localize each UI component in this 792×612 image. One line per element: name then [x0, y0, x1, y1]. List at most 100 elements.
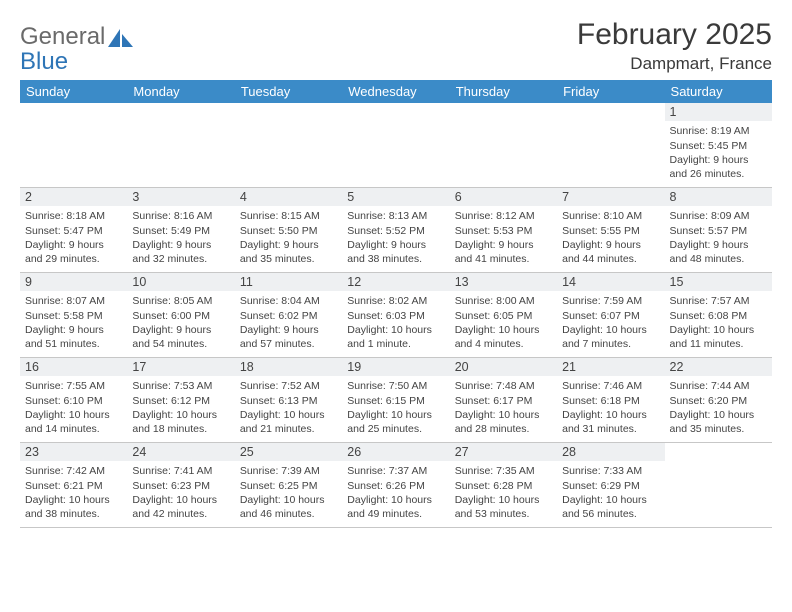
detail-line: Sunrise: 7:52 AM: [240, 379, 337, 393]
detail-line: Daylight: 9 hours: [25, 238, 122, 252]
detail-line: and 49 minutes.: [347, 507, 444, 521]
day-header-thu: Thursday: [450, 80, 557, 103]
detail-line: Sunrise: 7:35 AM: [455, 464, 552, 478]
day-number: 26: [342, 443, 449, 461]
day-cell: 10Sunrise: 8:05 AMSunset: 6:00 PMDayligh…: [127, 273, 234, 357]
day-details: Sunrise: 8:09 AMSunset: 5:57 PMDaylight:…: [665, 206, 772, 270]
detail-line: Daylight: 9 hours: [670, 238, 767, 252]
day-number: 6: [450, 188, 557, 206]
day-cell: 16Sunrise: 7:55 AMSunset: 6:10 PMDayligh…: [20, 358, 127, 442]
day-number: 5: [342, 188, 449, 206]
day-cell: [235, 103, 342, 187]
detail-line: Sunrise: 8:05 AM: [132, 294, 229, 308]
detail-line: Daylight: 10 hours: [25, 493, 122, 507]
week-row: 16Sunrise: 7:55 AMSunset: 6:10 PMDayligh…: [20, 358, 772, 443]
detail-line: Daylight: 10 hours: [455, 323, 552, 337]
day-cell: 28Sunrise: 7:33 AMSunset: 6:29 PMDayligh…: [557, 443, 664, 527]
day-cell: [127, 103, 234, 187]
day-cell: 6Sunrise: 8:12 AMSunset: 5:53 PMDaylight…: [450, 188, 557, 272]
detail-line: Daylight: 9 hours: [347, 238, 444, 252]
detail-line: Sunrise: 7:57 AM: [670, 294, 767, 308]
day-details: Sunrise: 8:12 AMSunset: 5:53 PMDaylight:…: [450, 206, 557, 270]
day-details: Sunrise: 7:42 AMSunset: 6:21 PMDaylight:…: [20, 461, 127, 525]
detail-line: Sunset: 5:50 PM: [240, 224, 337, 238]
detail-line: Sunset: 6:15 PM: [347, 394, 444, 408]
detail-line: Sunset: 5:49 PM: [132, 224, 229, 238]
detail-line: Sunset: 6:23 PM: [132, 479, 229, 493]
detail-line: Sunrise: 7:53 AM: [132, 379, 229, 393]
logo-line2: Blue: [20, 48, 68, 75]
day-cell: 14Sunrise: 7:59 AMSunset: 6:07 PMDayligh…: [557, 273, 664, 357]
location: Dampmart, France: [577, 54, 772, 74]
day-number: 21: [557, 358, 664, 376]
detail-line: Sunset: 6:05 PM: [455, 309, 552, 323]
detail-line: Sunset: 6:12 PM: [132, 394, 229, 408]
day-cell: 1Sunrise: 8:19 AMSunset: 5:45 PMDaylight…: [665, 103, 772, 187]
day-number: 9: [20, 273, 127, 291]
detail-line: Sunrise: 7:37 AM: [347, 464, 444, 478]
day-details: Sunrise: 8:10 AMSunset: 5:55 PMDaylight:…: [557, 206, 664, 270]
detail-line: Daylight: 10 hours: [562, 408, 659, 422]
title-block: February 2025 Dampmart, France: [577, 18, 772, 74]
detail-line: Sunset: 6:18 PM: [562, 394, 659, 408]
detail-line: and 42 minutes.: [132, 507, 229, 521]
calendar: Sunday Monday Tuesday Wednesday Thursday…: [20, 80, 772, 528]
detail-line: and 31 minutes.: [562, 422, 659, 436]
header: General Blue February 2025 Dampmart, Fra…: [20, 18, 772, 74]
day-number: 15: [665, 273, 772, 291]
day-details: Sunrise: 7:59 AMSunset: 6:07 PMDaylight:…: [557, 291, 664, 355]
detail-line: Sunrise: 7:50 AM: [347, 379, 444, 393]
detail-line: Sunrise: 7:42 AM: [25, 464, 122, 478]
day-cell: [557, 103, 664, 187]
detail-line: Sunrise: 7:48 AM: [455, 379, 552, 393]
detail-line: and 53 minutes.: [455, 507, 552, 521]
detail-line: Sunrise: 7:55 AM: [25, 379, 122, 393]
detail-line: Daylight: 10 hours: [25, 408, 122, 422]
detail-line: and 38 minutes.: [347, 252, 444, 266]
detail-line: Daylight: 9 hours: [455, 238, 552, 252]
detail-line: Sunset: 6:28 PM: [455, 479, 552, 493]
detail-line: and 25 minutes.: [347, 422, 444, 436]
detail-line: Sunset: 6:00 PM: [132, 309, 229, 323]
day-cell: 5Sunrise: 8:13 AMSunset: 5:52 PMDaylight…: [342, 188, 449, 272]
day-cell: [450, 103, 557, 187]
day-cell: 23Sunrise: 7:42 AMSunset: 6:21 PMDayligh…: [20, 443, 127, 527]
day-details: Sunrise: 7:35 AMSunset: 6:28 PMDaylight:…: [450, 461, 557, 525]
detail-line: Daylight: 9 hours: [240, 323, 337, 337]
detail-line: Sunrise: 8:10 AM: [562, 209, 659, 223]
detail-line: Daylight: 10 hours: [347, 323, 444, 337]
day-cell: 19Sunrise: 7:50 AMSunset: 6:15 PMDayligh…: [342, 358, 449, 442]
detail-line: Sunset: 6:17 PM: [455, 394, 552, 408]
day-cell: 7Sunrise: 8:10 AMSunset: 5:55 PMDaylight…: [557, 188, 664, 272]
day-number: 1: [665, 103, 772, 121]
detail-line: and 48 minutes.: [670, 252, 767, 266]
day-number: 18: [235, 358, 342, 376]
detail-line: Daylight: 10 hours: [455, 408, 552, 422]
logo: General Blue: [20, 18, 135, 74]
detail-line: and 46 minutes.: [240, 507, 337, 521]
day-details: Sunrise: 8:05 AMSunset: 6:00 PMDaylight:…: [127, 291, 234, 355]
detail-line: Sunrise: 7:41 AM: [132, 464, 229, 478]
day-number: 19: [342, 358, 449, 376]
detail-line: Sunset: 6:10 PM: [25, 394, 122, 408]
day-details: Sunrise: 7:53 AMSunset: 6:12 PMDaylight:…: [127, 376, 234, 440]
detail-line: Sunrise: 7:44 AM: [670, 379, 767, 393]
day-number: 22: [665, 358, 772, 376]
day-number: 2: [20, 188, 127, 206]
detail-line: Sunset: 5:55 PM: [562, 224, 659, 238]
day-header-row: Sunday Monday Tuesday Wednesday Thursday…: [20, 80, 772, 103]
day-cell: [665, 443, 772, 527]
day-header-mon: Monday: [127, 80, 234, 103]
detail-line: and 11 minutes.: [670, 337, 767, 351]
detail-line: Daylight: 10 hours: [132, 493, 229, 507]
detail-line: Daylight: 9 hours: [562, 238, 659, 252]
detail-line: Daylight: 10 hours: [670, 408, 767, 422]
detail-line: and 32 minutes.: [132, 252, 229, 266]
detail-line: and 7 minutes.: [562, 337, 659, 351]
day-number: 7: [557, 188, 664, 206]
detail-line: Sunrise: 8:07 AM: [25, 294, 122, 308]
detail-line: Sunrise: 7:33 AM: [562, 464, 659, 478]
day-cell: 24Sunrise: 7:41 AMSunset: 6:23 PMDayligh…: [127, 443, 234, 527]
day-number: 3: [127, 188, 234, 206]
day-details: Sunrise: 8:13 AMSunset: 5:52 PMDaylight:…: [342, 206, 449, 270]
